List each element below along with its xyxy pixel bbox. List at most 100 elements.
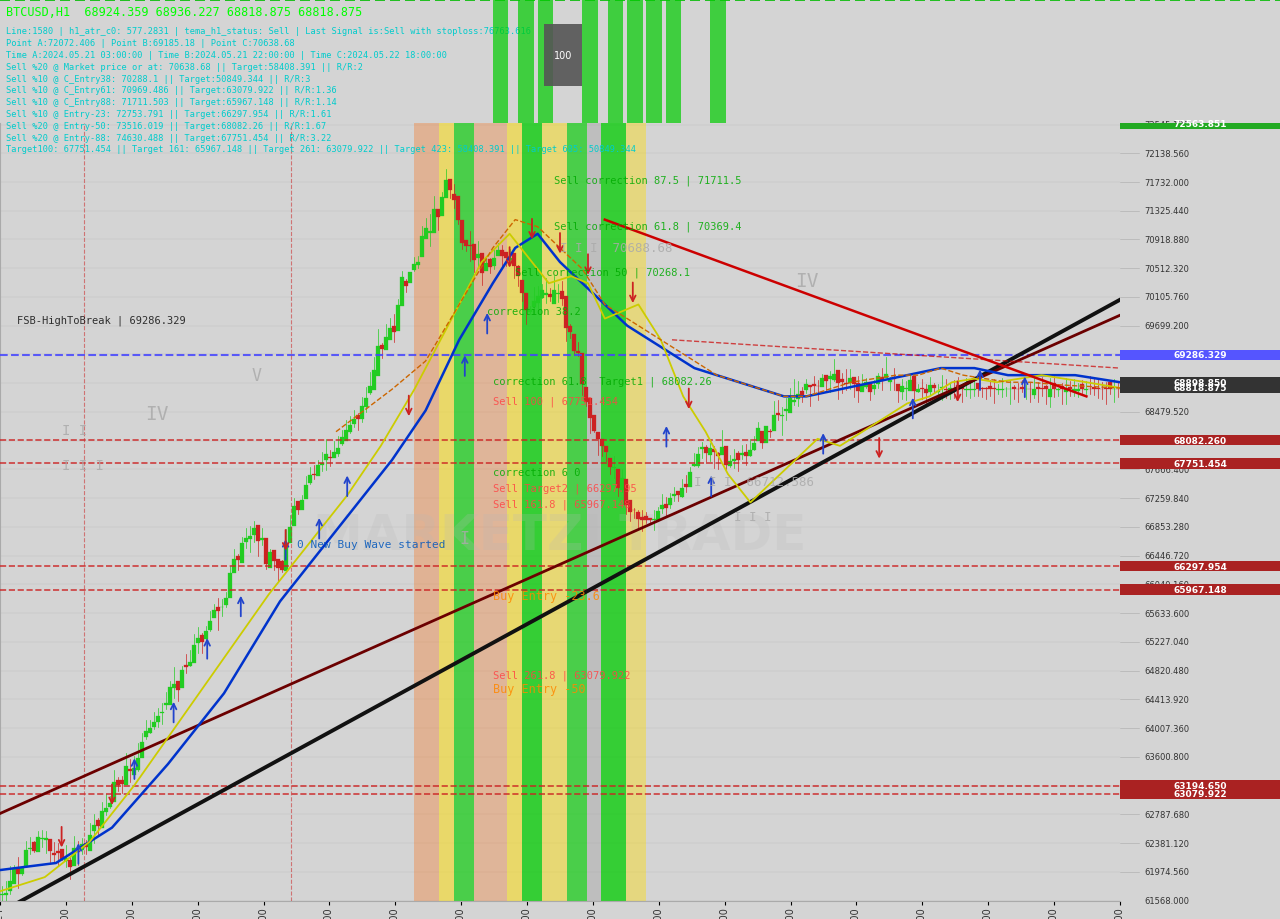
Text: IV: IV <box>795 272 819 291</box>
Bar <box>305 485 307 499</box>
Bar <box>365 399 367 408</box>
Bar <box>849 379 851 383</box>
Bar <box>928 386 932 392</box>
Bar <box>105 808 108 812</box>
Bar <box>164 703 168 705</box>
Bar <box>627 0 643 124</box>
Bar <box>536 297 540 304</box>
Bar <box>785 410 787 412</box>
Bar <box>113 782 115 802</box>
Text: 63194.650: 63194.650 <box>1174 781 1226 790</box>
Text: 68886.080: 68886.080 <box>1144 380 1189 389</box>
Bar <box>132 768 136 775</box>
Bar <box>415 124 439 901</box>
Bar <box>666 0 681 124</box>
Bar <box>337 448 339 454</box>
Bar <box>452 194 456 201</box>
Bar <box>333 452 335 459</box>
Bar <box>960 387 964 390</box>
Bar <box>124 766 128 785</box>
Bar <box>41 838 44 839</box>
Bar <box>646 0 662 124</box>
Bar <box>388 329 392 340</box>
Text: I I I  70688.68: I I I 70688.68 <box>561 243 672 255</box>
Bar <box>1069 388 1071 390</box>
Bar <box>532 302 535 308</box>
Bar <box>52 854 55 855</box>
Bar <box>852 377 855 384</box>
Bar <box>900 386 904 392</box>
Text: 72138.560: 72138.560 <box>1144 150 1189 159</box>
Bar <box>548 295 552 298</box>
Bar <box>96 821 100 826</box>
Bar <box>196 639 200 643</box>
Text: V: V <box>252 367 262 384</box>
Text: 100: 100 <box>554 51 572 61</box>
Bar <box>660 505 663 510</box>
Text: correction 38.2: correction 38.2 <box>488 307 581 317</box>
Bar <box>448 179 452 191</box>
Bar <box>484 264 488 272</box>
Bar <box>777 414 780 415</box>
Text: 67666.400: 67666.400 <box>1144 465 1189 474</box>
Bar <box>824 376 828 381</box>
Bar <box>453 124 474 901</box>
Bar <box>1120 562 1280 572</box>
Bar <box>32 842 36 851</box>
Text: 71325.440: 71325.440 <box>1144 207 1189 216</box>
Bar <box>753 444 755 450</box>
Bar <box>1020 388 1024 390</box>
Bar <box>301 500 303 510</box>
Bar <box>292 506 296 527</box>
Bar <box>1033 390 1036 395</box>
Text: 64820.480: 64820.480 <box>1144 666 1189 675</box>
Bar <box>836 370 840 383</box>
Bar <box>156 717 160 722</box>
Bar <box>621 479 623 491</box>
Bar <box>416 263 420 266</box>
Bar <box>644 516 648 521</box>
Bar <box>828 376 832 380</box>
Bar <box>228 573 232 599</box>
Bar <box>205 631 207 640</box>
Bar <box>864 383 868 388</box>
Bar <box>260 539 264 541</box>
Bar <box>932 386 936 389</box>
Bar <box>567 124 586 901</box>
Text: 68479.520: 68479.520 <box>1144 408 1189 417</box>
Bar <box>88 835 92 851</box>
Bar <box>988 387 992 390</box>
Bar <box>288 528 292 543</box>
Bar <box>856 383 860 391</box>
Bar <box>521 280 524 294</box>
Bar <box>440 199 444 217</box>
Text: 65967.148: 65967.148 <box>1174 585 1226 595</box>
Bar <box>696 455 700 467</box>
Text: 65227.040: 65227.040 <box>1144 638 1189 647</box>
Bar <box>1060 387 1064 390</box>
Bar <box>708 448 712 456</box>
Text: Sell correction 50 | 70268.1: Sell correction 50 | 70268.1 <box>516 267 690 278</box>
Bar <box>1048 390 1052 398</box>
Bar <box>507 124 522 901</box>
Text: 66297.954: 66297.954 <box>1172 562 1228 571</box>
Bar <box>916 390 919 393</box>
Bar <box>24 850 28 867</box>
Bar <box>320 463 324 465</box>
Bar <box>704 448 708 454</box>
Bar <box>265 539 268 564</box>
Bar <box>148 728 151 733</box>
Text: FSB-HighToBreak | 69286.329: FSB-HighToBreak | 69286.329 <box>17 315 186 326</box>
Text: 71732.000: 71732.000 <box>1144 178 1189 187</box>
Bar <box>576 352 580 354</box>
Bar <box>308 476 311 484</box>
Bar <box>745 452 748 456</box>
Bar <box>352 419 356 424</box>
Text: 61568.000: 61568.000 <box>1144 896 1189 905</box>
Bar <box>248 536 252 539</box>
Bar <box>1120 780 1280 791</box>
Bar <box>664 505 668 508</box>
Bar <box>792 401 796 403</box>
Text: 72563.851: 72563.851 <box>1174 119 1226 129</box>
Bar <box>436 210 439 218</box>
